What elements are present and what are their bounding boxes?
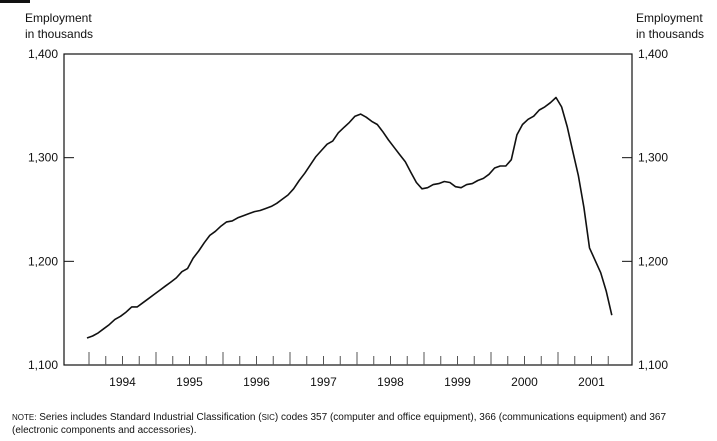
x-tick-label: 1994: [109, 375, 136, 389]
x-tick-label: 1997: [310, 375, 337, 389]
x-tick-label: 2000: [511, 375, 538, 389]
note-label: Note:: [12, 413, 37, 422]
plot-frame: [63, 53, 633, 366]
x-tick-label: 2001: [578, 375, 605, 389]
y-axis-label-left-line1: Employment: [25, 11, 92, 25]
y-axis-label-right-line1: Employment: [636, 11, 703, 25]
x-tick-label: 1999: [444, 375, 471, 389]
note-text-1: Series includes Standard Industrial Clas…: [36, 412, 262, 423]
note-text-2: ) codes 357 (computer and office equipme…: [12, 412, 667, 436]
y-axis-label-left-line2: in thousands: [25, 27, 93, 41]
y-tick-label-right: 1,300: [638, 151, 668, 165]
y-tick-label-left: 1,100: [28, 358, 58, 372]
header-bar: [0, 0, 30, 3]
y-tick-label-left: 1,300: [28, 151, 58, 165]
footnote: Note: Series includes Standard Industria…: [12, 411, 712, 437]
y-axis-label-right-line2: in thousands: [636, 27, 704, 41]
note-sic: sic: [261, 413, 275, 422]
x-tick-label: 1996: [243, 375, 270, 389]
employment-line: [86, 96, 613, 339]
y-tick-label-right: 1,200: [638, 254, 668, 268]
y-tick-label-right: 1,100: [638, 358, 668, 372]
x-tick-label: 1998: [377, 375, 404, 389]
y-tick-label-left: 1,400: [28, 47, 58, 61]
y-tick-label-right: 1,400: [638, 47, 668, 61]
y-tick-label-left: 1,200: [28, 254, 58, 268]
x-tick-label: 1995: [176, 375, 203, 389]
